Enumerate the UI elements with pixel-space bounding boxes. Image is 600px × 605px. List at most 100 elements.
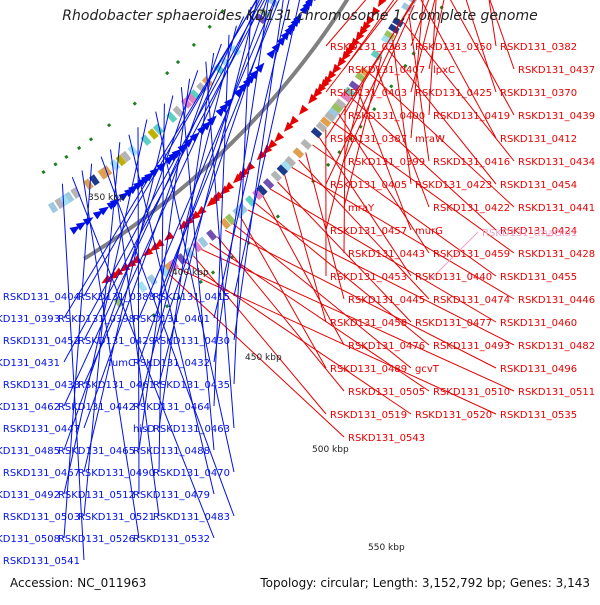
gene-label: RSKD131_0430 xyxy=(153,336,230,347)
gene-label: RSKD131_0433 xyxy=(3,380,80,391)
gene-label: RSKD131_0435 xyxy=(153,380,230,391)
feature-block-mark xyxy=(300,139,311,150)
gene-label: RSKD131_0434 xyxy=(518,157,595,168)
gene-label: RSKD131_0543 xyxy=(348,433,425,444)
gene-label: RSKD131_0464 xyxy=(133,402,210,413)
gene-label: RSKD131_0485 xyxy=(0,446,60,457)
plus-strand-gene-mark xyxy=(296,105,309,118)
gc-skew-mark xyxy=(326,163,330,167)
gene-label: fumC xyxy=(108,358,135,369)
gene-label: RSKD131_0431 xyxy=(0,358,60,369)
gene-label: RSKD131_0416 xyxy=(433,157,510,168)
gene-label: RSKD131_0422 xyxy=(433,203,510,214)
gene-label: RSKD131_0474 xyxy=(433,295,510,306)
gc-skew-mark xyxy=(211,270,215,274)
accession-text: Accession: NC_011963 xyxy=(10,576,146,590)
kbp-tick-label: 500 kbp xyxy=(312,445,349,455)
gene-label: RSKD131_0493 xyxy=(433,341,510,352)
gene-label: RSKD131_0457 xyxy=(330,226,407,237)
gene-label: RSKD131_0496 xyxy=(500,364,577,375)
gene-label: RSKD131_0412 xyxy=(500,134,577,145)
gene-label: RSKD131_0526 xyxy=(58,534,135,545)
gc-skew-mark xyxy=(165,71,169,75)
gene-label: RSKD131_0388 xyxy=(78,292,155,303)
gene-label: RSKD131_0458 xyxy=(330,318,407,329)
gene-label: RSKD131_0350 xyxy=(415,42,492,53)
gene-label: RSKD131_0505 xyxy=(348,387,425,398)
trna-label: RSKD131_trnaGlu1 xyxy=(482,228,577,239)
gene-label: RSKD131_0445 xyxy=(348,295,425,306)
gene-label: RSKD131_0454 xyxy=(500,180,577,191)
kbp-tick-label: 450 kbp xyxy=(245,353,282,363)
gc-skew-mark xyxy=(276,214,280,218)
gene-label: RSKD131_0400 xyxy=(348,111,425,122)
gene-label: RSKD131_0382 xyxy=(500,42,577,53)
gc-skew-mark xyxy=(77,146,81,150)
gene-label: RSKD131_0437 xyxy=(518,65,595,76)
gene-label: RSKD131_0482 xyxy=(518,341,595,352)
gene-label: RSKD131_0405 xyxy=(330,180,407,191)
label-connector xyxy=(206,62,234,428)
gene-label: RSKD131_0488 xyxy=(133,446,210,457)
gene-label: RSKD131_0465 xyxy=(58,446,135,457)
gene-label: RSKD131_0462 xyxy=(0,402,60,413)
gene-label: RSKD131_0532 xyxy=(133,534,210,545)
gene-label: RSKD131_0432 xyxy=(133,358,210,369)
label-connector xyxy=(159,104,164,472)
kbp-tick-label: 550 kbp xyxy=(368,543,405,553)
gene-label: RSKD131_0470 xyxy=(153,468,230,479)
kbp-tick-label: 350 kbp xyxy=(88,193,125,203)
label-connector xyxy=(62,184,84,560)
gene-label: RSKD131_0425 xyxy=(415,88,492,99)
gene-label: RSKD131_0521 xyxy=(78,512,155,523)
feature-block-mark xyxy=(293,147,304,158)
gc-skew-mark xyxy=(107,123,111,127)
gc-skew-mark xyxy=(89,137,93,141)
gene-label: RSKD131_0452 xyxy=(3,336,80,347)
gene-label: RSKD131_0479 xyxy=(133,490,210,501)
gene-label: RSKD131_0463 xyxy=(153,424,230,435)
gene-label: RSKD131_0403 xyxy=(330,88,407,99)
gene-label: RSKD131_0399 xyxy=(348,157,425,168)
gene-label: RSKD131_0441 xyxy=(518,203,595,214)
gene-label: RSKD131_0511 xyxy=(518,387,595,398)
gene-label: RSKD131_0429 xyxy=(78,336,155,347)
gene-label: RSKD131_0398 xyxy=(58,314,135,325)
gene-label: RSKD131_0459 xyxy=(433,249,510,260)
gene-label: RSKD131_0490 xyxy=(78,468,155,479)
gene-label: RSKD131_0461 xyxy=(78,380,155,391)
gc-skew-mark xyxy=(41,170,45,174)
gene-label: RSKD131_0476 xyxy=(348,341,425,352)
label-connector xyxy=(234,7,251,384)
gc-skew-mark xyxy=(192,43,196,47)
gene-label: RSKD131_0535 xyxy=(500,410,577,421)
gene-label: RSKD131_0415 xyxy=(153,292,230,303)
gene-label: RSKD131_0370 xyxy=(500,88,577,99)
gene-label: RSKD131_0512 xyxy=(58,490,135,501)
feature-block-mark xyxy=(206,229,217,241)
gene-label: RSKD131_0442 xyxy=(58,402,135,413)
gene-label: RSKD131_0453 xyxy=(330,272,407,283)
gene-label: RSKD131_0428 xyxy=(518,249,595,260)
gene-label: RSKD131_0401 xyxy=(133,314,210,325)
gene-label: RSKD131_0503 xyxy=(3,512,80,523)
gene-label: RSKD131_0460 xyxy=(500,318,577,329)
gene-label: RSKD131_0446 xyxy=(518,295,595,306)
kbp-tick-label: 400 kbp xyxy=(172,268,209,278)
gene-label: murG xyxy=(415,226,443,237)
gene-label: RSKD131_0387 xyxy=(330,134,407,145)
gc-skew-mark xyxy=(208,25,212,29)
gene-label: RSKD131_0407 xyxy=(348,65,425,76)
feature-block-mark xyxy=(263,178,274,189)
map-title: Rhodobacter sphaeroides KD131 chromosome… xyxy=(0,8,600,24)
gene-label: RSKD131_0541 xyxy=(3,556,80,567)
gene-label: RSKD131_0520 xyxy=(415,410,492,421)
gene-label: RSKD131_0483 xyxy=(153,512,230,523)
gc-skew-mark xyxy=(64,155,68,159)
gene-label: RSKD131_0477 xyxy=(415,318,492,329)
gc-skew-mark xyxy=(53,162,57,166)
gene-label: RSKD131_0439 xyxy=(518,111,595,122)
gene-label: RSKD131_0489 xyxy=(330,364,407,375)
